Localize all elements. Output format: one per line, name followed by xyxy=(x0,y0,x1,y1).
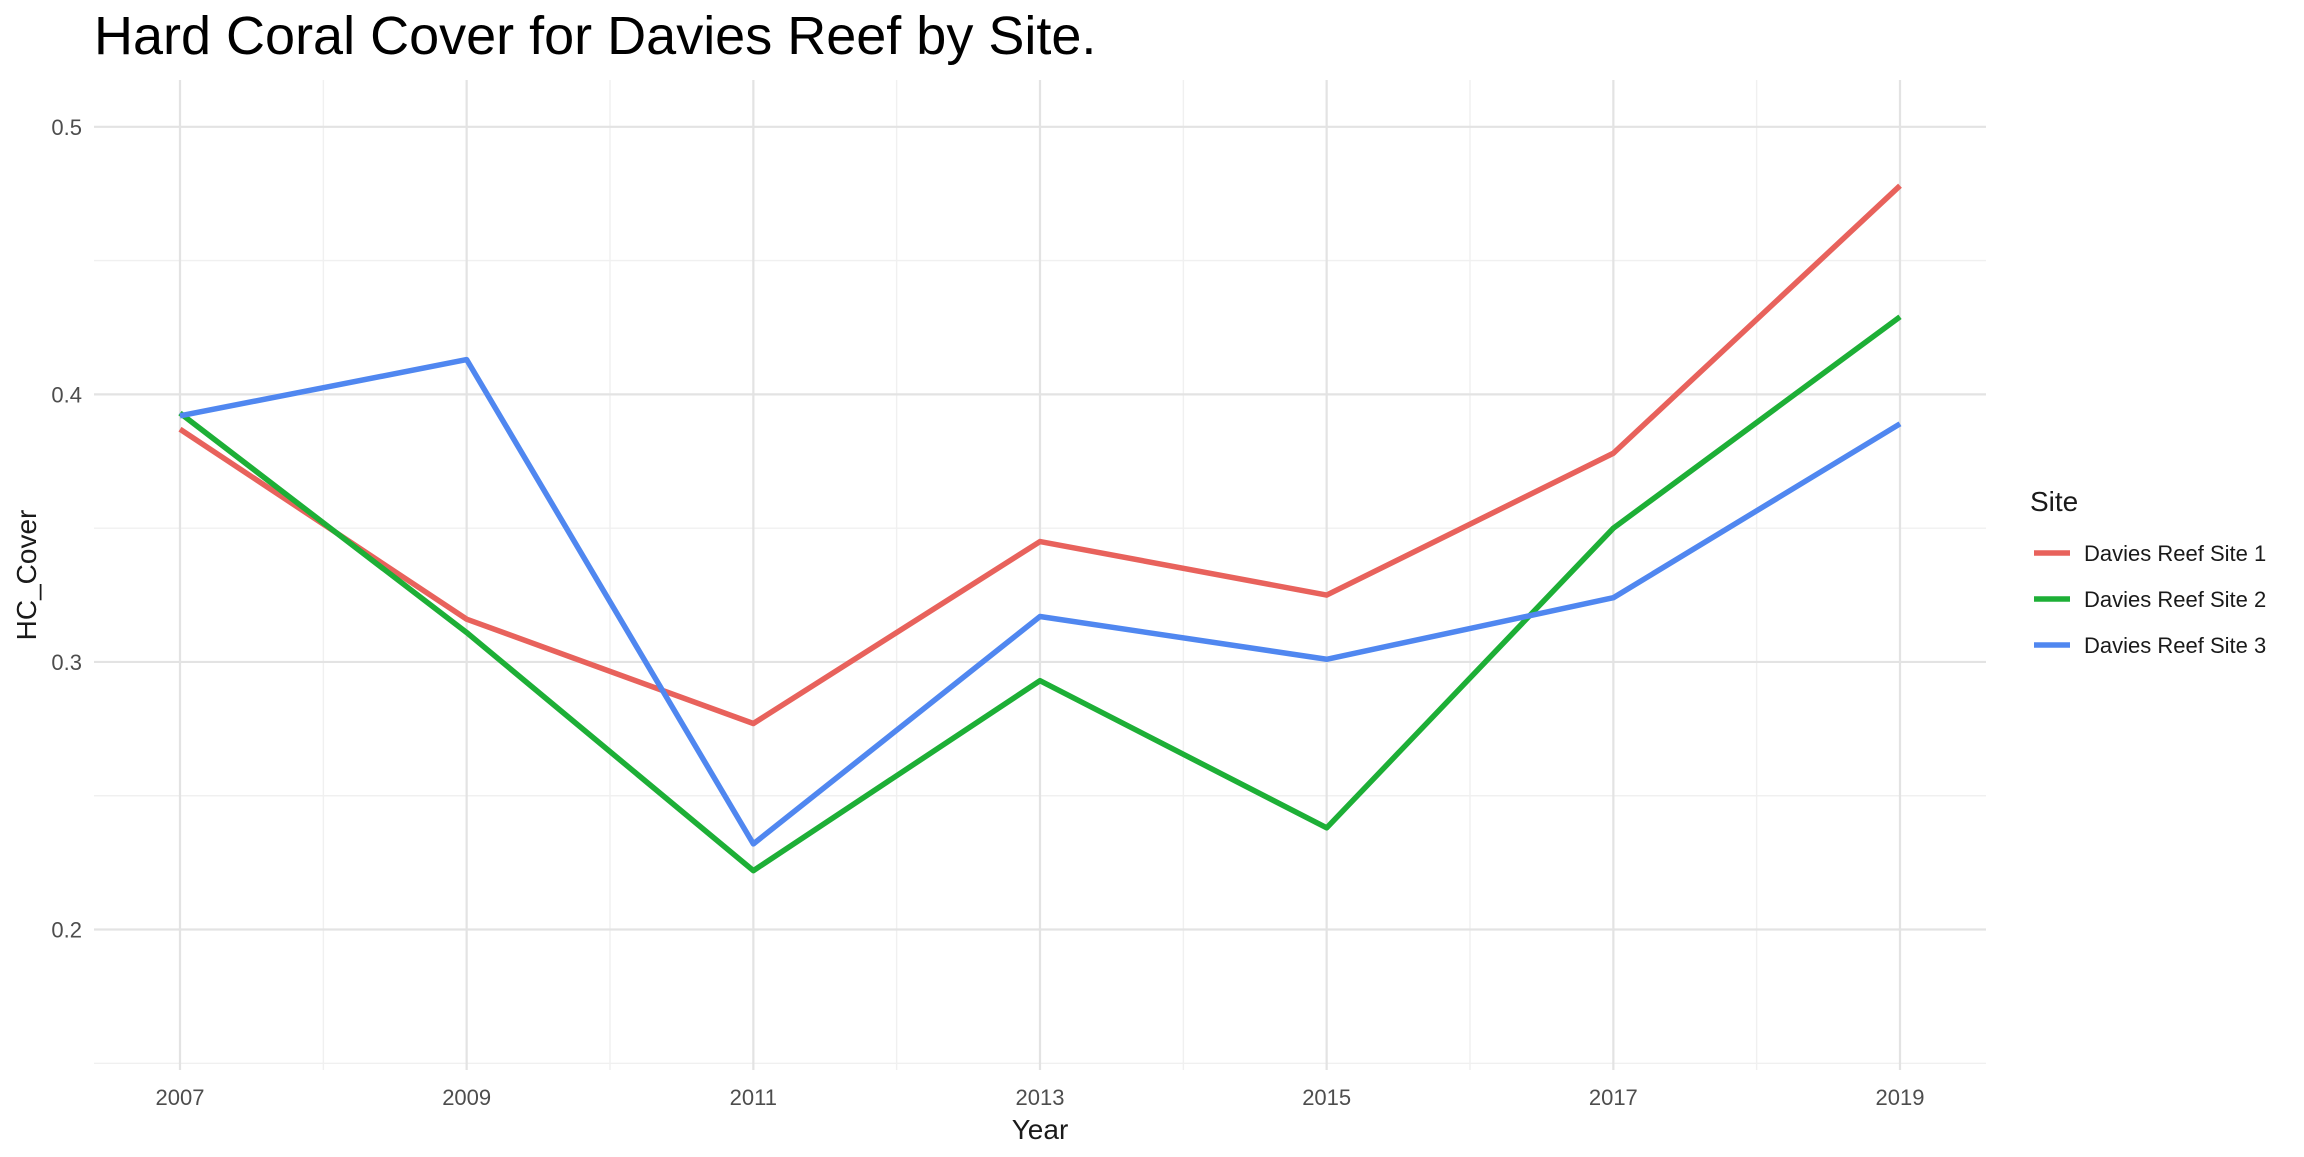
y-tick-label: 0.2 xyxy=(51,918,82,943)
legend-label: Davies Reef Site 1 xyxy=(2084,541,2266,566)
legend-item: Davies Reef Site 2 xyxy=(2034,587,2266,612)
series-line-site-3 xyxy=(179,356,1902,847)
series-line-site-2 xyxy=(178,314,1902,874)
x-tick-label: 2015 xyxy=(1302,1085,1351,1110)
legend-label: Davies Reef Site 3 xyxy=(2084,633,2266,658)
legend-items: Davies Reef Site 1 Davies Reef Site 2 Davi… xyxy=(2034,541,2266,658)
x-axis-ticks: 2007 2009 2011 2013 2015 2017 2019 xyxy=(156,1085,1925,1110)
series-lines xyxy=(178,183,1902,874)
y-tick-label: 0.3 xyxy=(51,650,82,675)
y-axis-title: HC_Cover xyxy=(11,510,42,641)
x-tick-label: 2009 xyxy=(442,1085,491,1110)
chart-title: Hard Coral Cover for Davies Reef by Site… xyxy=(94,6,1096,66)
y-tick-label: 0.5 xyxy=(51,115,82,140)
x-tick-label: 2013 xyxy=(1016,1085,1065,1110)
series-line-site-1 xyxy=(178,183,1902,727)
x-tick-label: 2007 xyxy=(156,1085,205,1110)
y-tick-label: 0.4 xyxy=(51,382,82,407)
legend-item: Davies Reef Site 1 xyxy=(2034,541,2266,566)
x-axis-title: Year xyxy=(1012,1114,1069,1145)
legend-title: Site xyxy=(2030,486,2078,517)
legend-item: Davies Reef Site 3 xyxy=(2034,633,2266,658)
y-axis-ticks: 0.2 0.3 0.4 0.5 xyxy=(51,115,82,943)
grid xyxy=(94,80,1986,1070)
legend-label: Davies Reef Site 2 xyxy=(2084,587,2266,612)
x-tick-label: 2017 xyxy=(1589,1085,1638,1110)
x-tick-label: 2011 xyxy=(730,1085,777,1110)
x-tick-label: 2019 xyxy=(1876,1085,1925,1110)
